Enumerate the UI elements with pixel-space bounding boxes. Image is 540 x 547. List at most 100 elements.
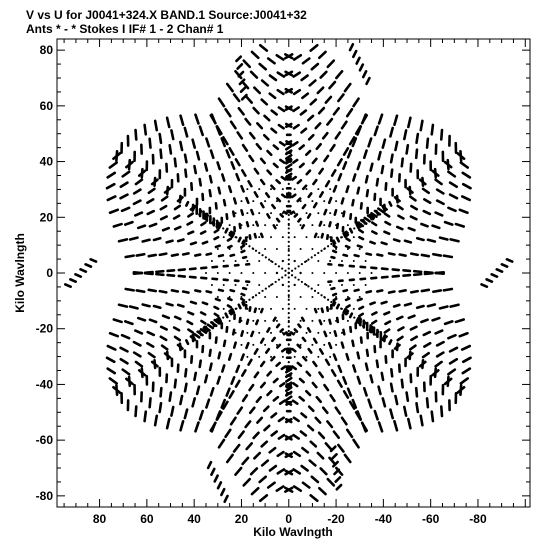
uv-point <box>132 271 144 276</box>
uv-point <box>264 224 267 227</box>
uv-point <box>431 224 441 230</box>
uv-point <box>346 224 349 227</box>
uv-point <box>256 416 264 424</box>
uv-point <box>287 329 290 333</box>
uv-point <box>234 466 243 476</box>
uv-point <box>454 222 466 228</box>
uv-point <box>360 113 367 125</box>
uv-point <box>221 364 226 373</box>
uv-point <box>158 401 163 414</box>
uv-point <box>287 298 290 301</box>
uv-point <box>240 244 246 249</box>
uv-point <box>119 346 129 353</box>
uv-point <box>358 228 365 234</box>
uv-point <box>381 205 386 212</box>
uv-point <box>389 408 394 420</box>
uv-point <box>280 347 287 353</box>
uv-point <box>173 335 182 342</box>
uv-point <box>226 304 233 309</box>
uv-point <box>358 312 365 318</box>
uv-point <box>176 303 185 308</box>
uv-point <box>348 312 354 319</box>
uv-point <box>192 332 201 339</box>
uv-point <box>323 224 326 227</box>
uv-point <box>323 319 326 322</box>
uv-point <box>292 382 299 388</box>
uv-point <box>291 399 299 405</box>
uv-point <box>268 464 278 472</box>
uv-point <box>152 236 162 242</box>
uv-point <box>228 272 231 274</box>
uv-point <box>304 149 312 157</box>
uv-point <box>317 251 320 255</box>
uv-point <box>340 236 343 239</box>
uv-point <box>317 212 320 215</box>
uv-point <box>264 319 267 322</box>
uv-point <box>324 358 331 366</box>
uv-point <box>298 395 306 402</box>
uv-point <box>373 409 379 421</box>
uv-point <box>238 78 246 86</box>
uv-point <box>402 268 412 273</box>
uv-point <box>134 178 144 186</box>
uv-point <box>120 333 131 340</box>
uv-point <box>459 161 470 169</box>
uv-point <box>279 213 285 218</box>
uv-point <box>409 252 419 257</box>
uv-point <box>178 196 183 203</box>
uv-point <box>365 348 370 357</box>
uv-point <box>187 230 195 236</box>
uv-point <box>420 222 429 228</box>
uv-point <box>306 327 312 333</box>
uv-point <box>460 195 472 202</box>
uv-point <box>323 330 328 338</box>
uv-point <box>301 481 311 489</box>
uv-point <box>252 343 255 346</box>
uv-point <box>335 316 340 324</box>
uv-point <box>200 266 208 270</box>
uv-point <box>282 331 288 336</box>
uv-point <box>312 337 318 344</box>
uv-point <box>252 106 260 115</box>
uv-point <box>251 247 254 250</box>
uv-point <box>383 230 391 236</box>
uv-point <box>335 343 338 346</box>
uv-point <box>136 224 147 230</box>
uv-point <box>328 456 337 466</box>
uv-point <box>163 352 172 359</box>
uv-point <box>345 185 350 194</box>
uv-point <box>328 221 332 228</box>
uv-point <box>248 245 251 248</box>
uv-point <box>256 122 264 130</box>
uv-point <box>395 225 404 231</box>
uv-point <box>158 289 168 294</box>
uv-point <box>252 319 255 322</box>
uv-point <box>258 260 261 263</box>
uv-point <box>259 157 266 165</box>
uv-point <box>292 158 299 164</box>
uv-point <box>298 162 305 169</box>
uv-point <box>396 335 404 342</box>
uv-point <box>198 177 202 187</box>
uv-point <box>191 334 196 341</box>
uv-point <box>301 92 310 100</box>
uv-point <box>258 236 261 239</box>
uv-point <box>334 406 342 415</box>
uv-point <box>252 272 255 274</box>
uv-point <box>333 208 338 216</box>
uv-point <box>323 383 330 392</box>
uv-point <box>213 312 220 318</box>
uv-point <box>245 95 253 104</box>
uv-point <box>146 198 155 205</box>
uv-point <box>356 297 363 302</box>
uv-point <box>287 295 290 298</box>
uv-point <box>342 161 348 170</box>
uv-point <box>155 269 165 274</box>
uv-point <box>415 132 420 145</box>
uv-point <box>183 408 189 420</box>
uv-point <box>329 355 332 358</box>
y-axis-tick-labels: 80 60 40 20 0 -20 -40 -60 -80 <box>36 43 54 503</box>
uv-point <box>345 107 354 118</box>
uv-point <box>135 289 146 294</box>
uv-point <box>364 260 367 263</box>
